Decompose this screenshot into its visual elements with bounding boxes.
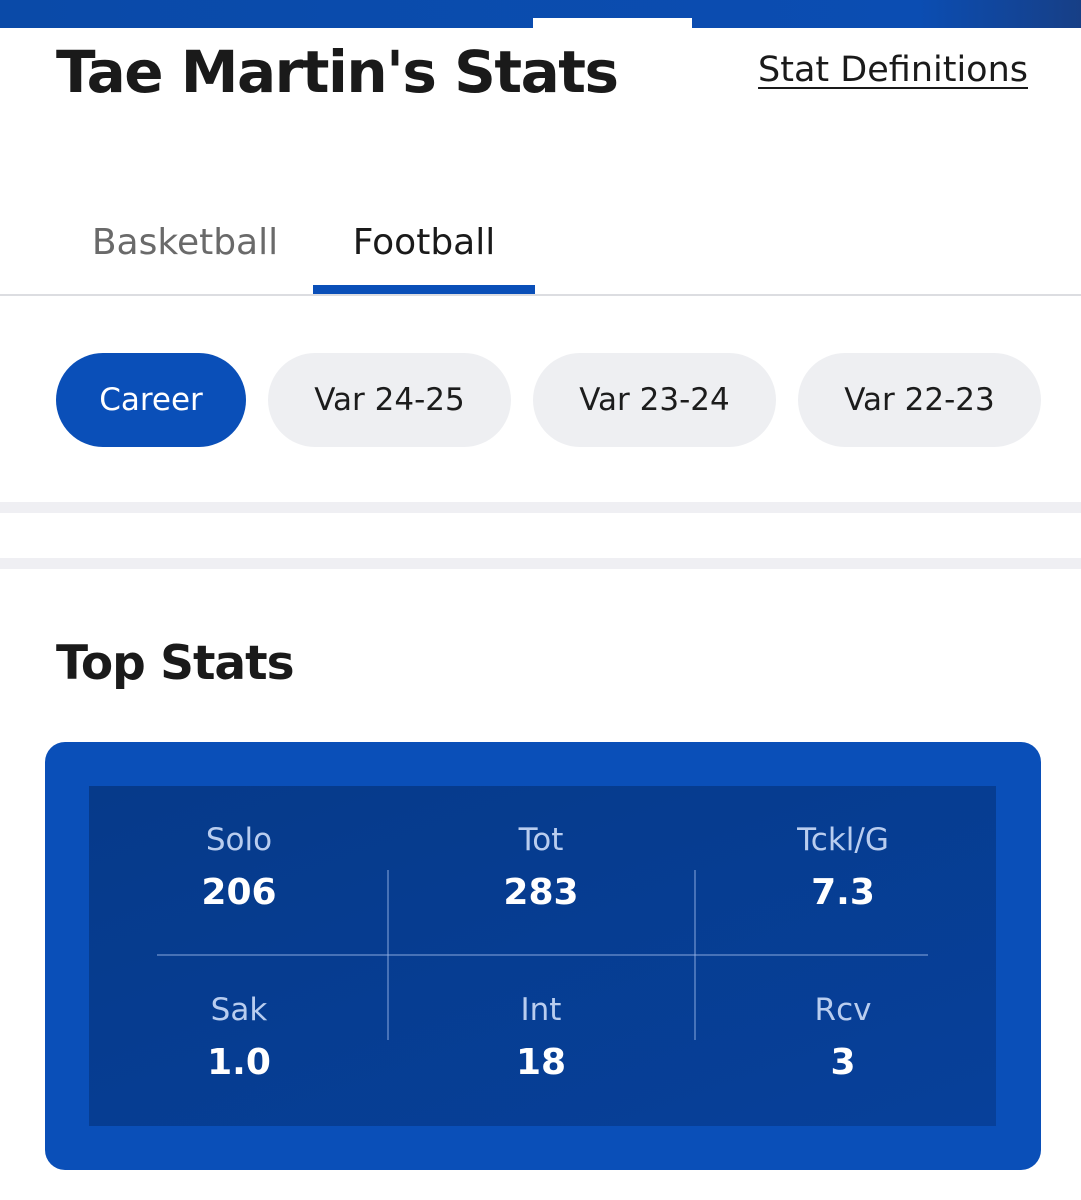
tab-basketball[interactable]: Basketball — [75, 190, 295, 294]
grid-divider-horizontal — [157, 954, 928, 956]
section-divider — [0, 502, 1081, 513]
tabs-baseline — [0, 294, 1081, 296]
stat-value: 7.3 — [811, 872, 875, 913]
sport-tabs: Basketball Football — [0, 190, 1081, 296]
stat-solo: Solo 206 — [89, 822, 389, 932]
stat-value: 1.0 — [207, 1042, 271, 1083]
stat-value: 18 — [515, 1042, 567, 1083]
top-stats-card: Solo 206 Tot 283 Tckl/G 7.3 Sak 1.0 Int … — [45, 742, 1041, 1170]
pill-career[interactable]: Career — [56, 353, 246, 447]
stat-definitions-link[interactable]: Stat Definitions — [758, 50, 1028, 90]
section-divider — [0, 558, 1081, 569]
grid-divider-vertical — [387, 870, 389, 1040]
tab-football-label: Football — [352, 221, 496, 263]
stat-int: Int 18 — [391, 992, 691, 1102]
stat-rcv: Rcv 3 — [693, 992, 993, 1102]
tab-basketball-label: Basketball — [91, 221, 279, 263]
pill-var-24-25[interactable]: Var 24-25 — [268, 353, 511, 447]
page-title: Tae Martin's Stats — [56, 38, 619, 106]
pill-var-23-24[interactable]: Var 23-24 — [533, 353, 776, 447]
tab-football[interactable]: Football — [313, 190, 535, 294]
active-nav-indicator — [533, 18, 692, 30]
stat-label: Rcv — [814, 992, 872, 1028]
grid-divider-vertical — [694, 870, 696, 1040]
top-stats-grid: Solo 206 Tot 283 Tckl/G 7.3 Sak 1.0 Int … — [89, 786, 996, 1126]
stat-label: Solo — [205, 822, 273, 858]
stat-label: Sak — [210, 992, 268, 1028]
top-stats-title: Top Stats — [56, 636, 295, 691]
stat-label: Tckl/G — [797, 822, 889, 858]
season-filter: Career Var 24-25 Var 23-24 Var 22-23 — [0, 353, 1081, 447]
stat-value: 3 — [830, 1042, 856, 1083]
stat-value: 206 — [201, 872, 277, 913]
stat-tckl-per-game: Tckl/G 7.3 — [693, 822, 993, 932]
stat-label: Tot — [518, 822, 564, 858]
pill-var-22-23[interactable]: Var 22-23 — [798, 353, 1041, 447]
stat-value: 283 — [503, 872, 579, 913]
top-header-strip — [0, 0, 1081, 30]
stat-tot: Tot 283 — [391, 822, 691, 932]
stat-sak: Sak 1.0 — [89, 992, 389, 1102]
stat-label: Int — [520, 992, 562, 1028]
active-tab-underline — [313, 285, 535, 294]
